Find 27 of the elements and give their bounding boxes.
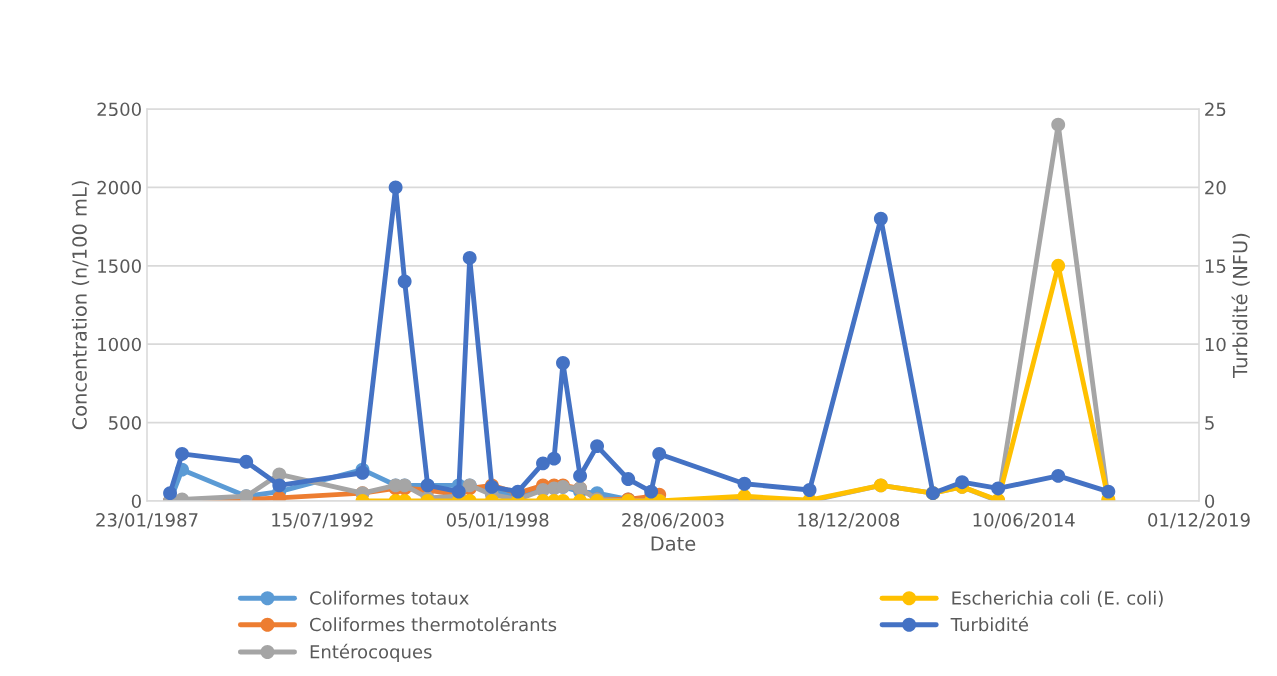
- y-tick-label: 2500: [97, 102, 141, 117]
- y-tick-label: 500: [109, 416, 141, 430]
- y2-tick-label: 15: [1205, 259, 1226, 273]
- legend-label: Turbidité: [950, 616, 1029, 632]
- x-tick-label: 23/01/1987: [96, 513, 198, 529]
- legend-label: Coliformes thermotolérants: [310, 616, 557, 632]
- x-tick-label: 15/07/1992: [272, 513, 373, 529]
- legend-label: Coliformes totaux: [310, 590, 469, 605]
- y-axis-title: Concentration (n/100 mL): [71, 181, 90, 430]
- y2-tick-label: 10: [1205, 337, 1226, 352]
- x-tick-label: 28/06/2003: [622, 513, 724, 529]
- legend-label: Entérocoques: [310, 643, 432, 663]
- y-tick-label: 0: [131, 494, 141, 509]
- x-tick-label: 05/01/1998: [446, 513, 549, 529]
- y2-tick-label: 0: [1205, 494, 1215, 509]
- y2-tick-label: 20: [1205, 180, 1226, 195]
- y-tick-label: 2000: [97, 180, 141, 195]
- y2-axis-title: Turbidité (NFU): [1231, 233, 1250, 378]
- y-tick-label: 1000: [98, 337, 141, 352]
- x-tick-label: 18/12/2008: [798, 513, 900, 529]
- legend-label: Escherichia coli (E. coli): [952, 590, 1163, 607]
- y-tick-label: 1500: [98, 259, 141, 273]
- x-axis-title: Date: [651, 536, 696, 551]
- x-tick-label: 01/12/2019: [1148, 513, 1250, 529]
- y2-tick-label: 5: [1205, 416, 1214, 430]
- y2-tick-label: 25: [1205, 102, 1226, 117]
- x-tick-label: 10/06/2014: [973, 513, 1075, 529]
